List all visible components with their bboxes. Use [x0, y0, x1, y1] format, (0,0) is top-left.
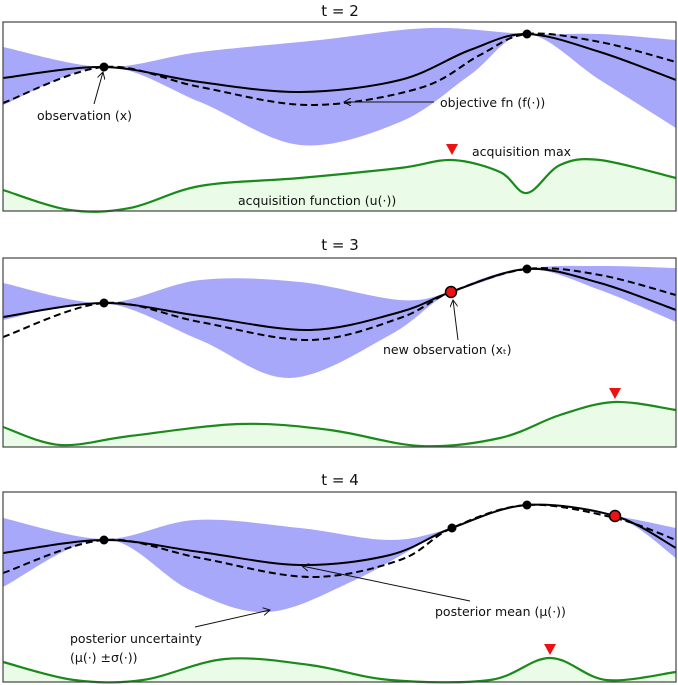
acquisition-max-marker [544, 644, 556, 655]
observation-point [522, 264, 532, 274]
objective-label: objective fn (f(·)) [440, 95, 545, 110]
observation-point [99, 62, 109, 72]
acquisition-max-marker [446, 144, 458, 155]
new-observation-point [444, 285, 458, 299]
posterior-mean-curve [2, 32, 677, 94]
uncertainty-band [3, 27, 676, 146]
uncertainty-band [3, 504, 676, 613]
observation-point [522, 29, 532, 39]
uncertainty-arrow [194, 610, 270, 628]
acquisition-function-label: acquisition function (u(·)) [238, 193, 396, 208]
new-observation-point [608, 509, 622, 523]
acquisition-curve [2, 157, 677, 213]
uncertainty-label-formula: (μ(·) ±σ(·)) [70, 650, 138, 665]
panel-frame [2, 21, 677, 212]
observation-arrow [93, 72, 103, 105]
acquisition-fill [3, 658, 676, 683]
posterior-mean-arrow [302, 566, 471, 602]
acquisition-fill [3, 401, 676, 447]
observation-point [99, 298, 109, 308]
observation-point [99, 535, 109, 545]
acquisition-max-marker [609, 388, 621, 399]
uncertainty-label: posterior uncertainty [70, 631, 202, 646]
acquisition-curve [2, 400, 677, 448]
new-observation-label: new observation (xₜ) [383, 342, 512, 357]
panel-title: t = 4 [321, 471, 359, 489]
observation-label: observation (x) [37, 108, 132, 123]
posterior-mean-curve [2, 503, 677, 567]
panel-frame [2, 257, 677, 448]
uncertainty-band [3, 265, 676, 379]
new-observation-arrow [453, 300, 459, 341]
posterior-mean-label: posterior mean (μ(·)) [435, 604, 566, 619]
observation-point [447, 523, 457, 533]
acquisition-max-label: acquisition max [472, 144, 571, 159]
panel-frame [2, 491, 677, 683]
panel-title: t = 3 [321, 236, 359, 254]
posterior-mean-curve [2, 267, 677, 332]
observation-point [522, 500, 532, 510]
acquisition-fill [3, 159, 676, 212]
objective-curve [2, 32, 677, 107]
panel-title: t = 2 [321, 2, 359, 20]
